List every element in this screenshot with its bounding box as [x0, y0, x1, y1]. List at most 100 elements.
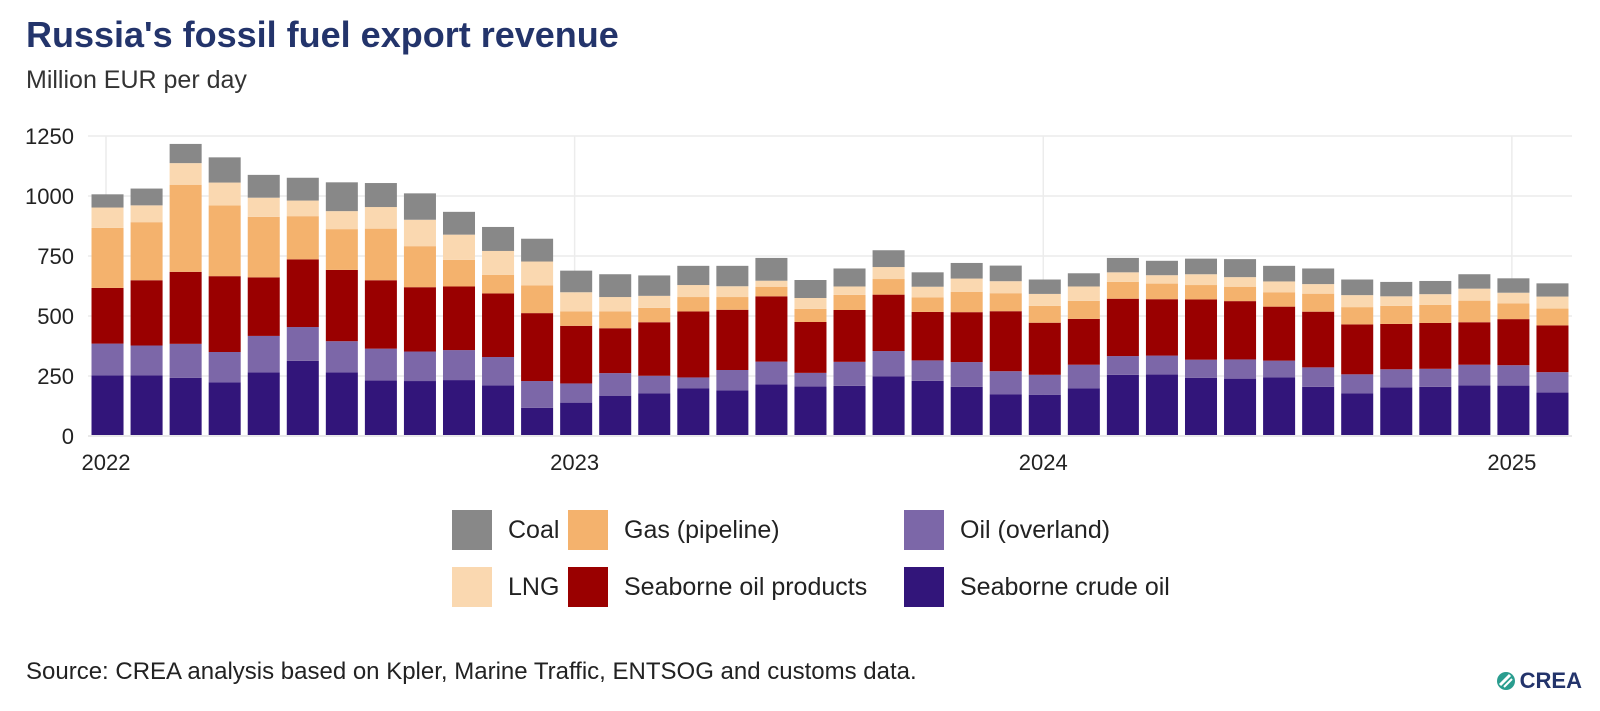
bar-segment-seaborne-crude-oil-2023-06 [755, 384, 788, 436]
legend-label-lng: LNG [508, 572, 560, 601]
bar-segment-coal-2022-05 [247, 174, 280, 198]
bar-segment-seaborne-crude-oil-2023-01 [560, 402, 593, 436]
bar-segment-gas-pipeline-2024-11 [1419, 304, 1452, 323]
bar-segment-seaborne-oil-products-2024-12 [1458, 322, 1491, 365]
bar-segment-seaborne-crude-oil-2023-10 [911, 380, 944, 436]
bar-segment-gas-pipeline-2022-10 [442, 259, 476, 287]
bar-segment-lng-2023-03 [638, 295, 671, 308]
bar-segment-oil-overland-2022-02 [130, 345, 163, 376]
bar-segment-seaborne-oil-products-2024-04 [1145, 299, 1178, 356]
bar-segment-seaborne-oil-products-2022-12 [521, 313, 554, 382]
bar-segment-seaborne-oil-products-2023-03 [638, 322, 671, 376]
bar-segment-oil-overland-2023-06 [755, 361, 788, 385]
bar-segment-coal-2022-04 [208, 157, 241, 183]
bar-segment-lng-2023-10 [911, 286, 944, 298]
bar-segment-seaborne-crude-oil-2023-02 [599, 395, 632, 436]
bar-segment-seaborne-oil-products-2022-09 [403, 287, 436, 352]
bar-segment-seaborne-crude-oil-2024-05 [1184, 377, 1218, 436]
bar-segment-gas-pipeline-2022-04 [208, 205, 241, 277]
bar-segment-seaborne-oil-products-2024-11 [1419, 322, 1452, 369]
bar-segment-seaborne-oil-products-2023-06 [755, 296, 788, 362]
bar-segment-seaborne-oil-products-2024-07 [1263, 306, 1296, 361]
bar-segment-gas-pipeline-2024-01 [1028, 305, 1061, 323]
bar-segment-gas-pipeline-2023-01 [560, 311, 593, 326]
bar-segment-lng-2024-11 [1419, 294, 1452, 305]
bar-segment-coal-2024-01 [1028, 279, 1061, 294]
legend-swatch-gas-pipeline [568, 510, 608, 550]
bar-segment-lng-2024-01 [1028, 293, 1061, 306]
bar-segment-gas-pipeline-2022-11 [482, 274, 515, 294]
bar-segment-lng-2023-06 [755, 280, 788, 287]
bar-segment-seaborne-oil-products-2023-11 [950, 312, 983, 363]
bar-segment-coal-2023-02 [599, 274, 632, 298]
bar-segment-oil-overland-2022-10 [442, 350, 476, 381]
bar-segment-coal-2022-03 [169, 143, 202, 164]
bar-segment-oil-overland-2022-12 [521, 381, 554, 408]
bar-segment-lng-2024-04 [1145, 275, 1178, 284]
bar-segment-gas-pipeline-2025-02 [1536, 308, 1569, 326]
legend-label-gas-pipeline: Gas (pipeline) [624, 515, 780, 544]
bar-segment-lng-2025-01 [1497, 292, 1530, 304]
bar-segment-lng-2022-06 [286, 200, 319, 217]
bar-segment-coal-2023-04 [677, 265, 710, 286]
bar-segment-gas-pipeline-2024-04 [1145, 283, 1178, 300]
bar-segment-lng-2024-07 [1263, 281, 1296, 293]
bar-segment-coal-2023-01 [560, 270, 593, 293]
bar-segment-seaborne-oil-products-2023-09 [872, 294, 905, 352]
bar-segment-seaborne-crude-oil-2024-11 [1419, 386, 1452, 436]
source-note: Source: CREA analysis based on Kpler, Ma… [26, 658, 917, 685]
bar-segment-oil-overland-2024-08 [1302, 367, 1335, 387]
bar-segment-lng-2022-02 [130, 205, 163, 223]
bar-segment-oil-overland-2022-11 [482, 357, 515, 386]
x-tick-label-2023: 2023 [550, 450, 599, 475]
bar-segment-gas-pipeline-2024-10 [1380, 305, 1413, 324]
bar-segment-oil-overland-2022-09 [403, 351, 436, 382]
bar-segment-seaborne-oil-products-2024-02 [1067, 318, 1100, 365]
bar-segment-seaborne-crude-oil-2022-09 [403, 381, 436, 436]
bar-segment-oil-overland-2023-07 [794, 372, 827, 387]
y-tick-label-1250: 1250 [25, 124, 74, 149]
bar-segment-seaborne-oil-products-2024-10 [1380, 323, 1413, 370]
bar-segment-lng-2023-04 [677, 285, 710, 298]
bar-segment-gas-pipeline-2022-07 [325, 229, 358, 270]
bar-segment-seaborne-oil-products-2022-11 [482, 293, 515, 358]
bar-segment-seaborne-crude-oil-2022-12 [521, 407, 554, 436]
bar-segment-lng-2023-01 [560, 292, 593, 312]
bar-segment-seaborne-oil-products-2023-08 [833, 310, 866, 362]
bar-segment-lng-2024-12 [1458, 288, 1491, 301]
bar-segment-lng-2022-04 [208, 182, 241, 206]
bar-segment-seaborne-crude-oil-2023-04 [677, 388, 710, 436]
bar-segment-coal-2022-10 [442, 211, 476, 235]
bar-segment-coal-2024-10 [1380, 281, 1413, 297]
bar-segment-seaborne-oil-products-2023-02 [599, 328, 632, 374]
bar-segment-coal-2024-06 [1224, 259, 1257, 278]
legend-item-seaborne-oil-products: Seaborne oil products [568, 567, 867, 607]
bar-segment-gas-pipeline-2024-05 [1184, 285, 1218, 300]
bar-segment-gas-pipeline-2023-09 [872, 279, 905, 295]
bar-segment-seaborne-oil-products-2022-06 [286, 259, 319, 328]
bar-segment-seaborne-oil-products-2022-03 [169, 271, 202, 344]
bar-segment-oil-overland-2023-03 [638, 375, 671, 394]
bar-segment-oil-overland-2023-01 [560, 383, 593, 403]
y-tick-label-0: 0 [62, 424, 74, 449]
bar-segment-seaborne-crude-oil-2024-03 [1106, 374, 1139, 436]
bar-segment-lng-2022-07 [325, 211, 358, 230]
bar-segment-oil-overland-2024-03 [1106, 356, 1139, 375]
bar-segment-lng-2023-02 [599, 297, 632, 312]
bar-segment-gas-pipeline-2024-09 [1341, 307, 1374, 325]
bar-segment-coal-2024-04 [1145, 260, 1178, 276]
x-tick-label-2024: 2024 [1019, 450, 1068, 475]
bar-segment-oil-overland-2024-01 [1028, 374, 1061, 395]
bar-segment-coal-2022-12 [521, 238, 554, 262]
legend-item-seaborne-crude-oil: Seaborne crude oil [904, 567, 1170, 607]
bar-segment-lng-2022-01 [91, 207, 124, 228]
bar-segment-gas-pipeline-2022-02 [130, 222, 163, 281]
bar-segment-seaborne-oil-products-2023-05 [716, 309, 749, 370]
bar-segment-gas-pipeline-2023-06 [755, 286, 788, 297]
bar-segment-seaborne-crude-oil-2024-10 [1380, 387, 1413, 436]
chart-subtitle: Million EUR per day [26, 66, 247, 94]
bar-segment-seaborne-oil-products-2024-05 [1184, 299, 1218, 360]
bar-segment-coal-2022-07 [325, 182, 358, 212]
bar-segment-seaborne-crude-oil-2023-07 [794, 386, 827, 436]
bar-segment-seaborne-crude-oil-2024-08 [1302, 386, 1335, 436]
